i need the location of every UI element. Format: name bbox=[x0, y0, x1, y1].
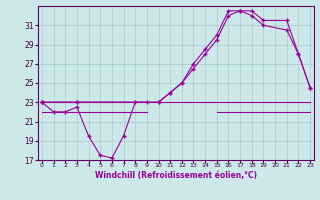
X-axis label: Windchill (Refroidissement éolien,°C): Windchill (Refroidissement éolien,°C) bbox=[95, 171, 257, 180]
